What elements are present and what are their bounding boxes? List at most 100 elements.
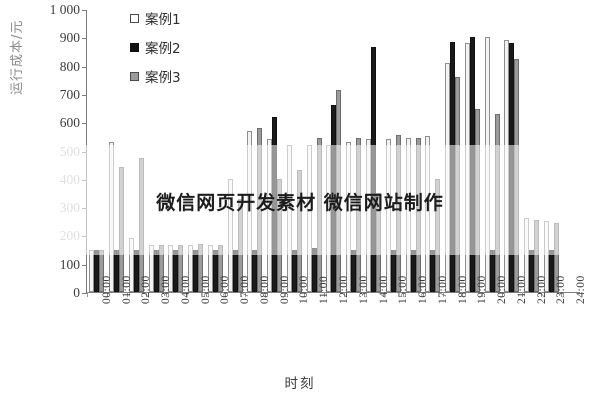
y-tick-label: 500 xyxy=(59,143,80,159)
bar-group xyxy=(186,10,206,292)
x-tick-mark xyxy=(205,292,207,297)
legend-swatch-icon-case1 xyxy=(130,13,139,23)
bar-案例3-02:00 xyxy=(138,157,144,292)
x-tick-label: 21:00 xyxy=(515,275,528,304)
bar-案例3-19:00 xyxy=(474,109,480,292)
y-tick-label: 800 xyxy=(59,58,80,74)
bar-group xyxy=(245,10,265,292)
bar-group xyxy=(146,10,166,292)
bar-group xyxy=(383,10,403,292)
legend-label-case3: 案例3 xyxy=(145,70,181,86)
y-tick-mark xyxy=(82,293,87,294)
y-tick-mark xyxy=(82,264,87,266)
x-tick-label: 01:00 xyxy=(120,275,133,304)
x-tick-label: 04:00 xyxy=(179,275,192,304)
bar-案例3-01:00 xyxy=(119,167,125,292)
x-tick-label: 00:00 xyxy=(100,275,113,304)
x-tick-mark xyxy=(225,292,227,297)
bar-group xyxy=(225,10,245,292)
y-tick-mark xyxy=(82,94,87,96)
y-tick-mark xyxy=(82,123,87,125)
bar-group xyxy=(522,10,542,292)
y-tick-mark xyxy=(82,208,87,210)
y-tick-label: 900 xyxy=(59,30,80,46)
x-tick-label: 02:00 xyxy=(140,275,153,304)
bar-案例3-08:00 xyxy=(257,127,263,292)
x-tick-label: 19:00 xyxy=(476,275,489,304)
x-tick-label: 18:00 xyxy=(456,275,469,304)
x-tick-mark xyxy=(521,292,523,297)
x-axis-title: 时刻 xyxy=(284,376,316,392)
x-tick-mark xyxy=(442,292,444,297)
y-tick-label: 300 xyxy=(59,200,80,216)
legend-item-2: 案例3 xyxy=(130,66,181,86)
x-tick-label: 08:00 xyxy=(258,275,271,304)
y-tick-mark xyxy=(82,151,87,153)
bar-group xyxy=(107,10,127,292)
x-tick-mark xyxy=(245,292,247,297)
legend-label-case2: 案例2 xyxy=(145,41,181,57)
bar-案例3-20:00 xyxy=(494,113,500,292)
x-tick-mark xyxy=(264,292,266,297)
legend-swatch-icon-case3 xyxy=(130,71,139,81)
x-tick-mark xyxy=(462,292,464,297)
x-tick-mark xyxy=(185,292,187,297)
bar-案例3-10:00 xyxy=(296,170,302,292)
x-tick-label: 22:00 xyxy=(535,275,548,304)
y-tick-label: 600 xyxy=(59,115,80,131)
legend-swatch-icon-case2 xyxy=(130,42,139,52)
bar-案例3-12:00 xyxy=(336,89,342,292)
x-tick-label: 07:00 xyxy=(239,275,252,304)
x-tick-label: 11:00 xyxy=(318,275,331,304)
bar-group xyxy=(265,10,285,292)
x-tick-mark xyxy=(284,292,286,297)
bar-group xyxy=(443,10,463,292)
bar-group xyxy=(462,10,482,292)
y-tick-label: 700 xyxy=(59,86,80,102)
y-tick-mark xyxy=(82,236,87,238)
x-tick-mark xyxy=(166,292,168,297)
y-axis-tick-labels: 1 000 900 800 700 600 500 400 300 200 100 0 xyxy=(28,0,80,300)
legend-label-case1: 案例1 xyxy=(145,12,181,28)
x-tick-label: 05:00 xyxy=(199,275,212,304)
bar-group xyxy=(482,10,502,292)
bar-group xyxy=(344,10,364,292)
x-tick-mark xyxy=(363,292,365,297)
x-tick-label: 06:00 xyxy=(219,275,232,304)
bar-案例3-18:00 xyxy=(455,76,461,292)
bar-group xyxy=(403,10,423,292)
legend: 案例1 案例2 案例3 xyxy=(130,8,181,86)
bar-案例3-15:00 xyxy=(395,134,401,292)
bar-group xyxy=(324,10,344,292)
x-tick-label: 16:00 xyxy=(417,275,430,304)
x-tick-label: 14:00 xyxy=(377,275,390,304)
bar-group xyxy=(502,10,522,292)
x-tick-mark xyxy=(482,292,484,297)
x-tick-label: 10:00 xyxy=(298,275,311,304)
x-tick-label: 09:00 xyxy=(278,275,291,304)
x-tick-mark xyxy=(501,292,503,297)
bar-group xyxy=(561,10,581,292)
x-tick-label: 23:00 xyxy=(555,275,568,304)
y-tick-label: 100 xyxy=(59,256,80,272)
bar-案例3-16:00 xyxy=(415,137,421,292)
x-tick-mark xyxy=(87,292,88,297)
bar-group xyxy=(304,10,324,292)
x-tick-mark xyxy=(383,292,385,297)
x-tick-mark xyxy=(106,292,108,297)
x-tick-label: 17:00 xyxy=(436,275,449,304)
x-axis-tick-labels: 00:00 01:00 02:00 03:00 04:00 05:00 06:00 07:00… xyxy=(86,275,587,366)
x-tick-label: 13:00 xyxy=(357,275,370,304)
bar-案例3-11:00 xyxy=(316,137,322,292)
y-tick-label: 400 xyxy=(59,171,80,187)
bar-group xyxy=(87,10,107,292)
y-tick-mark xyxy=(82,10,87,11)
y-axis-title: 运行成本/元 xyxy=(10,19,25,95)
x-tick-mark xyxy=(541,292,543,297)
y-tick-label: 200 xyxy=(59,228,80,244)
bar-案例3-13:00 xyxy=(356,137,362,292)
legend-item-1: 案例2 xyxy=(130,37,181,57)
bar-group xyxy=(423,10,443,292)
x-tick-mark xyxy=(403,292,405,297)
